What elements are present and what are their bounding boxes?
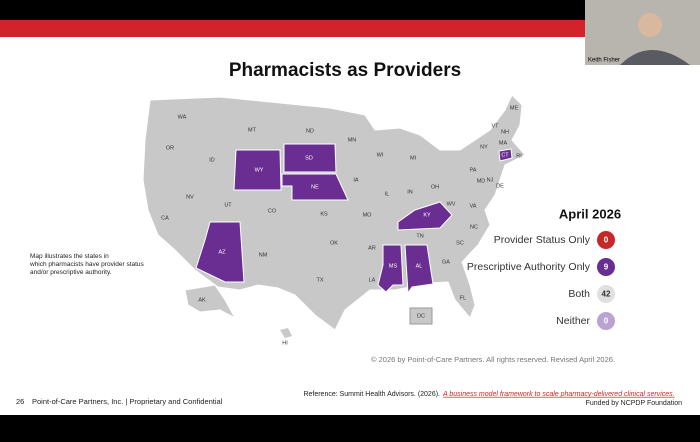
state-label: DE xyxy=(496,183,504,189)
state-label: NM xyxy=(259,252,268,258)
legend-count: 9 xyxy=(604,263,609,272)
state-label: MS xyxy=(389,263,398,269)
legend-count: 42 xyxy=(602,290,611,299)
state-label: AR xyxy=(368,245,376,251)
legend-count: 0 xyxy=(604,236,609,245)
state-label: WY xyxy=(255,167,264,173)
state-label: PA xyxy=(470,167,477,173)
state-shape xyxy=(397,201,453,231)
state-label: ME xyxy=(510,105,519,111)
state-label: MD xyxy=(477,178,486,184)
state-shape xyxy=(281,173,349,201)
page-number: 26 xyxy=(16,397,24,406)
state-shape xyxy=(233,149,282,191)
legend-label: Both xyxy=(568,288,590,300)
state-label: SD xyxy=(305,155,313,161)
state-label: WA xyxy=(178,114,187,120)
state-label: AL xyxy=(416,263,423,269)
reference-link[interactable]: A business model framework to scale phar… xyxy=(442,391,675,398)
video-face xyxy=(638,13,662,37)
state-label: TX xyxy=(316,277,323,283)
state-label: LA xyxy=(369,277,376,283)
state-label: IA xyxy=(353,177,359,183)
state-label: TN xyxy=(416,233,423,239)
state-label: UT xyxy=(224,202,232,208)
state-label: WV xyxy=(447,201,456,207)
state-label: ID xyxy=(209,157,215,163)
state-label: OK xyxy=(330,240,338,246)
state-label: NJ xyxy=(487,177,494,183)
legend-label: Neither xyxy=(556,315,590,327)
state-label: NV xyxy=(186,194,194,200)
state-label: GA xyxy=(442,259,450,265)
legend-label: Provider Status Only xyxy=(494,234,591,246)
state-label: MN xyxy=(348,137,357,143)
reference: Reference: Summit Health Advisors. (2026… xyxy=(303,391,440,398)
footer: Point-of-Care Partners, Inc. | Proprieta… xyxy=(32,397,223,406)
state-shape xyxy=(498,148,513,162)
state-label: NH xyxy=(501,129,509,135)
state-label: NY xyxy=(480,144,488,150)
state-label: CO xyxy=(268,208,277,214)
state-label: ND xyxy=(306,128,314,134)
state-shape xyxy=(377,244,404,293)
state-label: IN xyxy=(407,189,413,195)
slide-title: Pharmacists as Providers xyxy=(229,60,461,81)
funded-by: Funded by NCPDP Foundation xyxy=(586,400,682,407)
legend-label: Prescriptive Authority Only xyxy=(467,261,591,273)
video-name: Keith Fisher xyxy=(588,58,620,64)
state-shape xyxy=(195,221,245,283)
state-label: MI xyxy=(410,155,417,161)
state-label: VA xyxy=(470,203,477,209)
state-label: KY xyxy=(423,212,431,218)
copyright: © 2026 by Point-of-Care Partners. All ri… xyxy=(371,355,615,364)
state-label: RI xyxy=(516,153,522,159)
state-label: MT xyxy=(248,127,257,133)
hawaii xyxy=(280,328,292,338)
state-shape xyxy=(283,143,337,173)
state-label: AZ xyxy=(218,249,226,255)
alaska xyxy=(184,284,237,320)
state-label: OH xyxy=(431,184,439,190)
legend-swatch xyxy=(597,258,615,276)
video-body xyxy=(620,50,690,65)
legend-count: 0 xyxy=(604,317,609,326)
state-label: CT xyxy=(501,152,509,158)
state-label: MA xyxy=(499,140,508,146)
legend-swatch xyxy=(597,285,615,303)
state-label: KS xyxy=(320,211,328,217)
state-label: IL xyxy=(385,191,390,197)
legend-swatch xyxy=(597,312,615,330)
state-label: FL xyxy=(460,295,466,301)
state-label: NE xyxy=(311,184,319,190)
state-label: WI xyxy=(377,152,384,158)
state-label: OR xyxy=(166,145,174,151)
state-label: SC xyxy=(456,240,464,246)
red-band xyxy=(0,20,700,37)
state-label: NC xyxy=(470,224,478,230)
legend-title: April 2026 xyxy=(559,206,621,221)
map-note: Map illustrates the states in which pharm… xyxy=(29,253,145,276)
state-label: MO xyxy=(363,212,373,218)
dc-box xyxy=(409,307,433,325)
legend-swatch xyxy=(597,231,615,249)
state-label: HI xyxy=(282,340,288,346)
state-label: DC xyxy=(417,313,425,319)
state-label: VT xyxy=(491,123,499,129)
state-label: CA xyxy=(161,215,169,221)
state-shape xyxy=(404,244,434,295)
state-label: AK xyxy=(198,297,206,303)
